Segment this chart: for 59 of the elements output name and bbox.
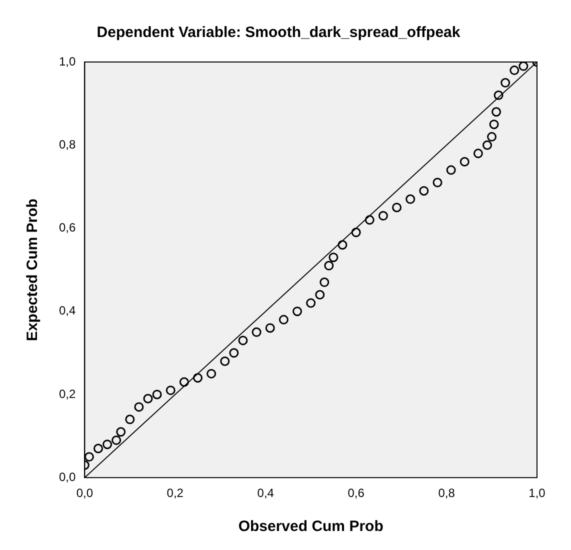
point	[125, 414, 135, 424]
point	[206, 368, 216, 378]
point	[278, 314, 288, 324]
point	[406, 194, 416, 204]
point	[193, 373, 203, 383]
point	[460, 156, 470, 166]
point	[500, 78, 510, 88]
y-tick-label: 0,0	[58, 470, 76, 484]
point	[510, 66, 520, 76]
x-tick-label: 0,6	[348, 486, 365, 500]
point	[492, 107, 502, 117]
y-tick-label: 0,2	[58, 386, 76, 401]
x-tick-label: 0,4	[257, 486, 274, 500]
x-axis-title: Observed Cum Prob	[238, 518, 384, 536]
point	[143, 394, 153, 404]
point	[94, 444, 103, 454]
point	[112, 435, 122, 445]
point	[324, 260, 334, 270]
point	[84, 452, 94, 462]
point	[315, 290, 325, 300]
point	[328, 252, 338, 262]
point	[338, 240, 348, 250]
point	[265, 323, 275, 333]
point	[102, 440, 112, 450]
point	[166, 386, 176, 396]
point	[482, 140, 492, 150]
chart-title: Dependent Variable: Smooth_dark_spread_offpeak	[96, 24, 461, 42]
point	[351, 228, 361, 238]
point	[489, 120, 499, 130]
point	[179, 377, 189, 387]
y-tick-label: 0,6	[58, 220, 76, 235]
point	[392, 202, 402, 212]
y-tick-label: 0,8	[58, 137, 76, 152]
y-axis-title: Expected Cum Prob	[24, 198, 42, 342]
point	[229, 348, 239, 358]
point	[432, 178, 442, 188]
y-tick-label: 0,4	[58, 304, 76, 318]
point	[320, 278, 330, 288]
point	[152, 390, 162, 400]
x-tick-label: 1,0	[528, 486, 546, 500]
point	[116, 427, 126, 437]
point	[487, 132, 497, 142]
point	[473, 148, 483, 158]
point	[134, 402, 144, 412]
point	[220, 356, 230, 366]
y-tick-label: 1,0	[58, 54, 76, 68]
x-tick-label: 0,2	[166, 486, 184, 500]
point	[292, 306, 302, 316]
point	[419, 186, 429, 196]
point	[378, 211, 388, 221]
point	[494, 90, 504, 100]
point	[518, 62, 528, 71]
point	[252, 327, 262, 337]
point	[306, 298, 316, 308]
x-tick-label: 0,0	[76, 486, 94, 500]
point	[238, 336, 248, 346]
point	[364, 215, 374, 225]
point	[446, 165, 456, 175]
x-tick-label: 0,8	[438, 486, 456, 500]
